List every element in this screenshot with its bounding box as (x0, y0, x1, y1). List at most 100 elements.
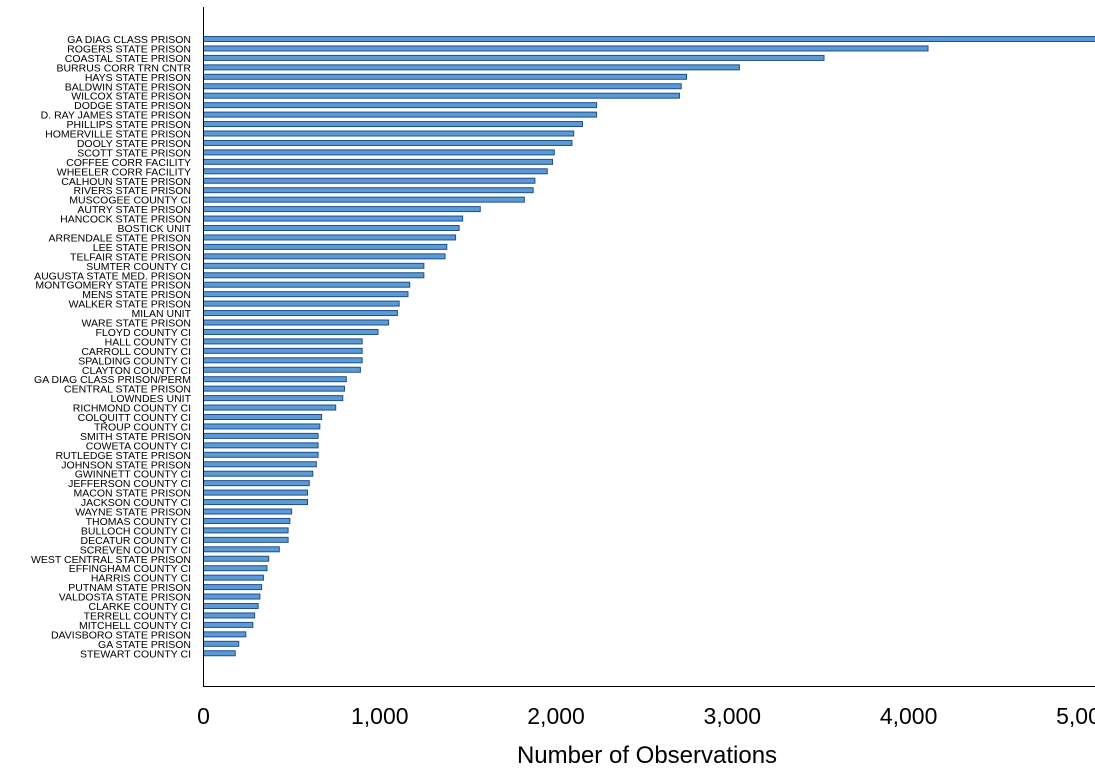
category-label: COWETA COUNTY CI (86, 440, 191, 452)
category-label: HARRIS COUNTY CI (91, 573, 191, 585)
bar (203, 612, 256, 619)
category-label: RUTLEDGE STATE PRISON (55, 450, 191, 462)
category-label: MACON STATE PRISON (74, 488, 191, 500)
bar (203, 650, 236, 657)
bar (203, 206, 481, 213)
bar (203, 508, 293, 515)
category-label: COFFEE CORR FACILITY (66, 157, 191, 169)
category-label: AUTRY STATE PRISON (77, 204, 191, 216)
category-label: WHEELER CORR FACILITY (57, 166, 191, 178)
category-label: D. RAY JAMES STATE PRISON (41, 110, 191, 122)
category-label: TROUP COUNTY CI (94, 421, 191, 433)
bars-group (203, 36, 1095, 657)
bar (203, 92, 680, 99)
bar (203, 36, 1095, 42)
bar (203, 73, 688, 80)
category-label: EFFINGHAM COUNTY CI (69, 563, 191, 575)
bar (203, 432, 319, 439)
bar (203, 385, 346, 392)
bar (203, 347, 363, 354)
bar (203, 603, 259, 609)
category-label: MENS STATE PRISON (82, 289, 191, 301)
category-label: RICHMOND COUNTY CI (73, 403, 191, 415)
bar (203, 461, 317, 468)
category-label: LEE STATE PRISON (93, 242, 191, 254)
x-tick-label: 5,000 (1056, 703, 1095, 729)
category-label: TELFAIR STATE PRISON (70, 251, 191, 263)
category-label: DODGE STATE PRISON (74, 100, 191, 112)
category-label: WALKER STATE PRISON (69, 299, 191, 311)
category-label: ARRENDALE STATE PRISON (48, 232, 191, 244)
x-tick-label: 2,000 (527, 703, 585, 729)
category-label: BALDWIN STATE PRISON (65, 81, 191, 93)
bar (203, 111, 598, 118)
bar (203, 404, 337, 411)
bar (203, 168, 548, 175)
bar (203, 593, 261, 600)
bar (203, 395, 344, 402)
bar (203, 584, 263, 591)
category-label: GA STATE PRISON (98, 639, 191, 651)
category-label: RIVERS STATE PRISON (74, 185, 191, 197)
category-label: SCOTT STATE PRISON (77, 147, 191, 159)
category-label: MONTGOMERY STATE PRISON (35, 280, 191, 292)
bar (203, 621, 254, 628)
bar (203, 177, 536, 184)
bar (203, 130, 575, 137)
category-label: THOMAS COUNTY CI (86, 516, 191, 528)
x-tick-label: 3,000 (704, 703, 762, 729)
bar (203, 338, 363, 345)
category-label: MILAN UNIT (131, 308, 191, 320)
x-tick-label: 4,000 (880, 703, 938, 729)
category-label: GA DIAG CLASS PRISON/PERM (34, 374, 191, 386)
bar (203, 565, 268, 572)
category-label: DECATUR COUNTY CI (81, 535, 191, 547)
category-label: GA DIAG CLASS PRISON (67, 34, 191, 46)
category-label: CALHOUN STATE PRISON (61, 176, 191, 188)
x-axis-title: Number of Observations (517, 742, 777, 769)
category-label: MUSCOGEE COUNTY CI (69, 195, 191, 207)
bar (203, 243, 448, 250)
bar (203, 376, 347, 383)
bar (203, 319, 390, 326)
category-label: STEWART COUNTY CI (80, 648, 191, 660)
bar (203, 499, 309, 506)
bar (203, 640, 240, 647)
bar (203, 225, 460, 231)
bar (203, 414, 323, 420)
bar (203, 451, 319, 458)
category-label: HAYS STATE PRISON (85, 72, 191, 84)
bar (203, 272, 425, 279)
category-label: BOSTICK UNIT (117, 223, 191, 235)
category-label: BULLOCH COUNTY CI (81, 525, 191, 537)
category-label: CENTRAL STATE PRISON (64, 384, 191, 396)
bar (203, 527, 289, 534)
bar (203, 423, 321, 430)
bar (203, 215, 464, 222)
category-label: AUGUSTA STATE MED. PRISON (34, 270, 191, 282)
category-label: BURRUS CORR TRN CNTR (56, 62, 191, 74)
bar (203, 489, 309, 496)
category-label: SMITH STATE PRISON (80, 431, 191, 443)
bar (203, 536, 289, 543)
bar (203, 546, 280, 553)
category-label: WEST CENTRAL STATE PRISON (31, 554, 191, 566)
bar (203, 54, 825, 61)
bar (203, 328, 379, 335)
x-tick-labels-group: 0 1,000 2,000 3,000 4,000 5,000 (197, 703, 1095, 729)
category-label: WARE STATE PRISON (82, 318, 191, 330)
category-label: MITCHELL COUNTY CI (79, 620, 191, 632)
category-label: PHILLIPS STATE PRISON (67, 119, 191, 131)
category-label: GWINNETT COUNTY CI (75, 469, 191, 481)
bar (203, 470, 314, 477)
category-label: CARROLL COUNTY CI (81, 346, 191, 358)
bar (203, 555, 270, 562)
category-label: PUTNAM STATE PRISON (68, 582, 191, 594)
bar (203, 631, 247, 638)
category-label: COASTAL STATE PRISON (65, 53, 191, 65)
bar (203, 158, 554, 165)
category-label: LOWNDES UNIT (110, 393, 191, 405)
